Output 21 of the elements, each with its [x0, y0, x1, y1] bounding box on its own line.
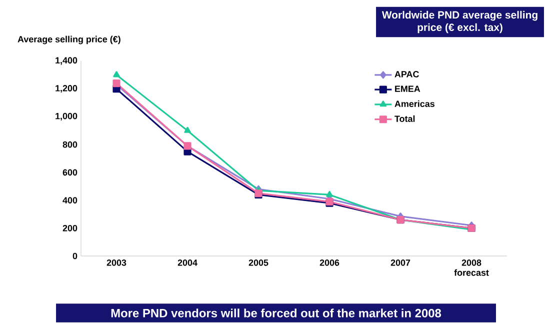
x-tick-label: 2004 — [178, 260, 198, 266]
y-tick-label: 800 — [62, 141, 78, 148]
y-tick-label: 1,400 — [56, 57, 78, 65]
legend-label: Total — [394, 115, 415, 122]
legend-label: Americas — [394, 100, 434, 107]
y-tick-label: 1,000 — [56, 112, 78, 121]
chart-title: Worldwide PND average selling price (€ excl. tax) — [382, 10, 538, 34]
legend-label: EMEA — [395, 86, 420, 92]
y-tick-label: 1,200 — [56, 85, 78, 93]
x-tick-label: 2008 forecast — [454, 260, 489, 276]
y-axis-title: Average selling price (€) — [18, 36, 120, 44]
y-tick-label: 200 — [62, 224, 78, 232]
x-tick-label: 2005 — [248, 260, 268, 266]
legend-label: APAC — [394, 71, 419, 78]
x-tick-label: 2007 — [390, 260, 410, 266]
y-tick-label: 600 — [62, 169, 78, 176]
y-tick-label: 400 — [62, 197, 78, 204]
text: More PND vendors will be forced out of the market in 2008 — [111, 308, 442, 318]
y-tick-label: 0 — [72, 252, 78, 260]
x-tick-label: 2006 — [320, 260, 340, 266]
x-tick-label: 2003 — [106, 260, 126, 266]
